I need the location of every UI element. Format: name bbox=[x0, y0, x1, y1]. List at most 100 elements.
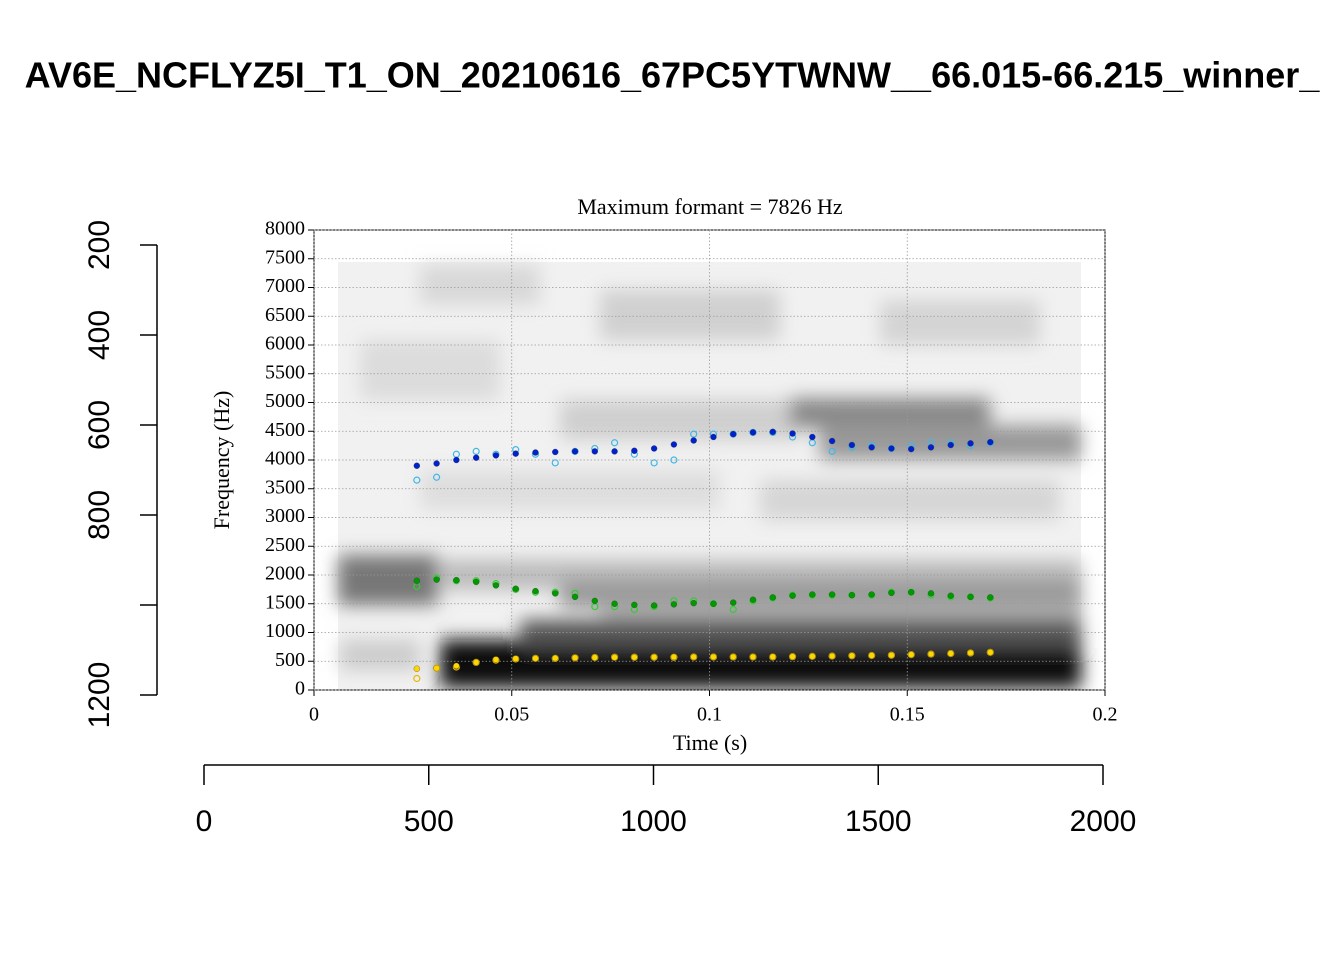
formant-point bbox=[453, 577, 460, 584]
x-tick-label: 500 bbox=[404, 805, 454, 838]
x-tick-label: 0.15 bbox=[890, 704, 925, 726]
y-axis-label: Frequency (Hz) bbox=[209, 391, 234, 530]
formant-point bbox=[868, 652, 875, 659]
formant-point bbox=[848, 591, 856, 599]
formant-point bbox=[749, 653, 757, 661]
formant-point bbox=[947, 441, 954, 449]
formant-point bbox=[670, 601, 678, 608]
y-tick-label: 7000 bbox=[265, 275, 305, 297]
formant-point bbox=[650, 445, 658, 452]
formant-point bbox=[730, 430, 737, 438]
formant-point bbox=[473, 659, 480, 666]
formant-point bbox=[413, 462, 420, 469]
y-tick-label: 6500 bbox=[265, 304, 305, 326]
formant-point bbox=[710, 600, 717, 607]
formant-point bbox=[690, 653, 697, 661]
formant-point bbox=[809, 591, 816, 598]
y-tick-label: 1500 bbox=[265, 591, 305, 613]
formant-point bbox=[730, 653, 737, 661]
y-tick-label: 400 bbox=[83, 310, 116, 360]
x-axis-label: Time (s) bbox=[673, 730, 747, 755]
formant-point bbox=[789, 653, 796, 660]
formant-point bbox=[611, 654, 618, 661]
formant-point bbox=[710, 653, 717, 661]
spectrogram bbox=[338, 262, 1081, 690]
y-tick-label: 3500 bbox=[265, 476, 305, 498]
formant-point bbox=[670, 456, 678, 464]
x-tick-label: 0.05 bbox=[494, 704, 529, 726]
chart-title: AV6E_NCFLYZ5I_T1_ON_20210616_67PC5YTWNW_… bbox=[25, 55, 1321, 96]
formant-point bbox=[828, 437, 836, 445]
formant-point bbox=[492, 582, 500, 589]
formant-point bbox=[551, 459, 559, 467]
formant-point bbox=[927, 444, 935, 451]
y-tick-label: 5000 bbox=[265, 390, 305, 412]
formant-point bbox=[512, 655, 519, 662]
formant-point bbox=[690, 600, 697, 607]
formant-point bbox=[571, 593, 579, 600]
formant-point bbox=[611, 600, 618, 607]
formant-point bbox=[532, 655, 539, 662]
formant-point bbox=[769, 428, 776, 435]
x-tick-label: 2000 bbox=[1070, 805, 1137, 838]
y-tick-label: 4000 bbox=[265, 448, 305, 470]
y-tick-label: 1000 bbox=[265, 620, 305, 642]
y-tick-label: 500 bbox=[275, 649, 305, 671]
x-tick-label: 1000 bbox=[620, 805, 687, 838]
formant-point bbox=[908, 445, 915, 453]
x-tick-label: 1500 bbox=[845, 805, 912, 838]
y-tick-label: 7500 bbox=[265, 246, 305, 268]
formant-point bbox=[552, 448, 559, 456]
formant-point bbox=[967, 593, 974, 600]
formant-point bbox=[927, 590, 935, 597]
x-tick-label: 0 bbox=[309, 704, 319, 726]
y-tick-label: 2500 bbox=[265, 534, 305, 556]
x-tick-label: 0 bbox=[196, 805, 213, 838]
formant-point bbox=[749, 596, 757, 603]
subtitle: Maximum formant = 7826 Hz bbox=[577, 194, 843, 219]
formant-point bbox=[908, 651, 915, 658]
formant-point bbox=[413, 665, 420, 672]
y-tick-label: 4500 bbox=[265, 419, 305, 441]
formant-point bbox=[472, 447, 480, 455]
formant-point bbox=[868, 591, 875, 598]
formant-point bbox=[532, 449, 539, 456]
formant-point bbox=[809, 433, 816, 441]
formant-point bbox=[769, 594, 776, 601]
y-tick-label: 5500 bbox=[265, 361, 305, 383]
formant-point bbox=[947, 650, 954, 657]
formant-point bbox=[650, 602, 658, 609]
formant-point bbox=[789, 592, 796, 599]
formant-point bbox=[631, 654, 638, 661]
formant-point bbox=[413, 476, 421, 484]
formant-point bbox=[591, 448, 598, 455]
formant-point bbox=[828, 652, 836, 660]
formant-point bbox=[749, 429, 757, 436]
formant-point bbox=[650, 653, 658, 661]
formant-point bbox=[413, 674, 421, 683]
formant-point bbox=[690, 437, 697, 444]
y-tick-label: 0 bbox=[295, 678, 305, 700]
y-tick-label: 1200 bbox=[83, 662, 116, 729]
formant-point bbox=[888, 445, 895, 452]
formant-point bbox=[512, 450, 519, 457]
formant-point bbox=[730, 599, 737, 606]
formant-point bbox=[967, 440, 974, 447]
formant-point bbox=[473, 454, 480, 461]
formant-point bbox=[789, 430, 796, 437]
formant-point bbox=[591, 597, 598, 605]
formant-point bbox=[670, 653, 678, 661]
formant-point bbox=[650, 459, 658, 467]
x-tick-label: 0.1 bbox=[697, 704, 722, 726]
formant-point bbox=[828, 447, 836, 455]
formant-point bbox=[492, 452, 500, 459]
formant-point bbox=[908, 589, 915, 596]
formant-point bbox=[512, 585, 519, 592]
formant-point bbox=[769, 653, 776, 660]
formant-point bbox=[848, 652, 856, 659]
x-tick-label: 0.2 bbox=[1093, 704, 1118, 726]
formant-point bbox=[987, 439, 994, 446]
formant-point bbox=[947, 592, 954, 599]
